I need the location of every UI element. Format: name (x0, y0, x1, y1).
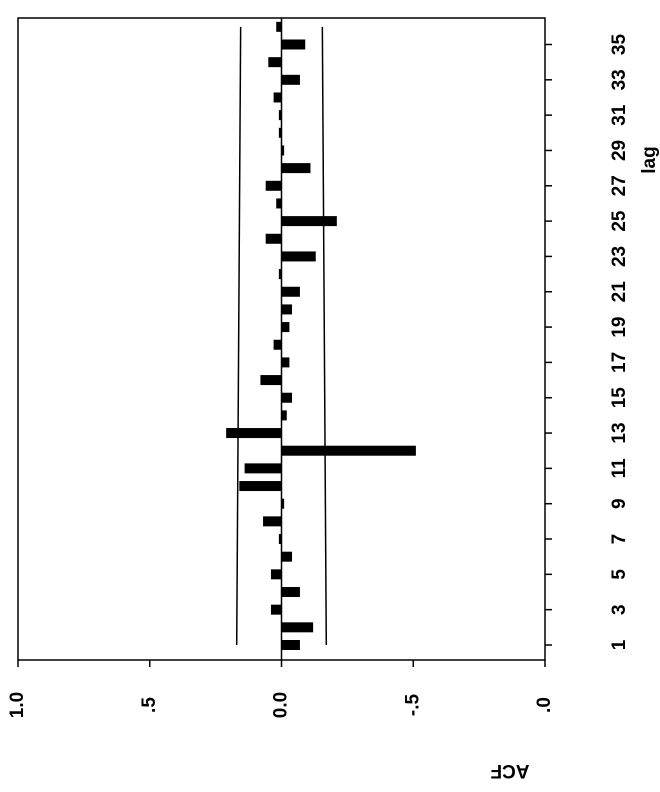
x-tick-label: 1 (609, 639, 630, 650)
bar (281, 622, 314, 633)
x-tick-label: 15 (609, 387, 630, 409)
x-tick-label: 5 (609, 569, 630, 580)
bar (281, 498, 285, 509)
bar (281, 145, 285, 156)
y-tick-label: 0.0 (271, 692, 292, 718)
x-tick-label: 17 (609, 352, 630, 373)
bar (278, 534, 282, 545)
y-tick-label: 1.0 (7, 692, 28, 718)
x-tick-label: 13 (609, 422, 630, 443)
bar (281, 445, 416, 456)
bar (226, 428, 282, 439)
x-axis-label: lag (639, 146, 660, 173)
x-tick-label: 29 (609, 140, 630, 161)
bar (281, 322, 290, 333)
bar (276, 21, 282, 32)
x-tick-label: 3 (609, 604, 630, 615)
y-tick-label: .5 (139, 697, 160, 713)
y-axis-label: ACF (490, 760, 529, 781)
bar (281, 639, 300, 650)
bar (265, 180, 282, 191)
bar (244, 463, 282, 474)
x-tick-label: 25 (609, 210, 630, 232)
bar (278, 269, 282, 280)
bar (278, 127, 282, 138)
x-tick-label: 11 (609, 458, 630, 479)
x-tick-label: 27 (609, 175, 630, 196)
x-tick-label: 19 (609, 317, 630, 338)
bar (276, 198, 282, 209)
bar (273, 92, 282, 103)
bar (281, 163, 311, 174)
bar (281, 39, 306, 50)
bar (281, 357, 290, 368)
bar (281, 251, 316, 262)
bar (281, 286, 300, 297)
bar (281, 304, 293, 315)
bar (270, 569, 282, 580)
x-tick-label: 9 (609, 498, 630, 509)
bar (265, 233, 282, 244)
bar (270, 604, 282, 615)
x-tick-label: 21 (609, 281, 630, 303)
x-tick-label: 31 (609, 104, 630, 126)
bar (281, 410, 287, 421)
bar (281, 587, 300, 598)
bar (263, 516, 282, 527)
bar (278, 110, 282, 121)
bar (281, 216, 337, 227)
x-tick-label: 23 (609, 246, 630, 267)
bar (281, 392, 293, 403)
y-tick-label: -.5 (402, 693, 423, 716)
x-tick-label: 33 (609, 69, 630, 90)
bar (281, 74, 300, 85)
x-tick-label: 35 (609, 33, 630, 55)
x-tick-label: 7 (609, 534, 630, 545)
bar (260, 375, 282, 386)
confidence-limit (321, 26, 328, 645)
bar (273, 339, 282, 350)
y-tick-label: .0 (534, 697, 555, 713)
bar (268, 57, 282, 68)
bar (239, 481, 282, 492)
confidence-limit (235, 26, 242, 645)
bar (281, 551, 293, 562)
